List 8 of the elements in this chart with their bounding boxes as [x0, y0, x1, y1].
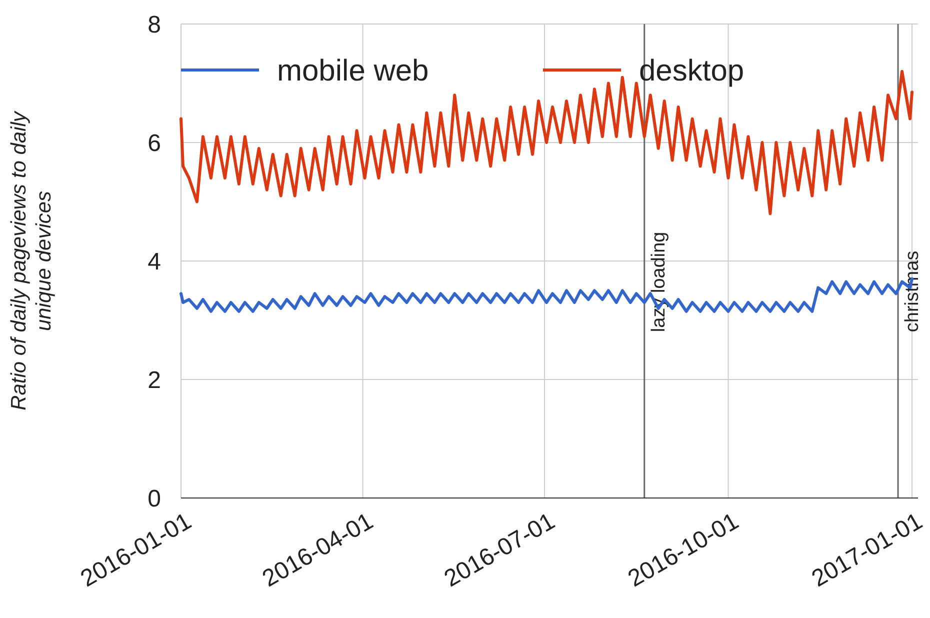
y-tick-label: 4 — [148, 248, 161, 276]
ref-line-label: christmas — [902, 250, 924, 332]
y-tick-label: 2 — [148, 366, 161, 394]
legend-label: mobile web — [277, 54, 429, 88]
y-tick-label: 6 — [148, 130, 161, 157]
y-axis-title: Ratio of daily pageviews to daily unique devices — [7, 110, 56, 410]
y-tick-label: 0 — [148, 485, 161, 512]
y-tick-label: 8 — [148, 11, 161, 38]
